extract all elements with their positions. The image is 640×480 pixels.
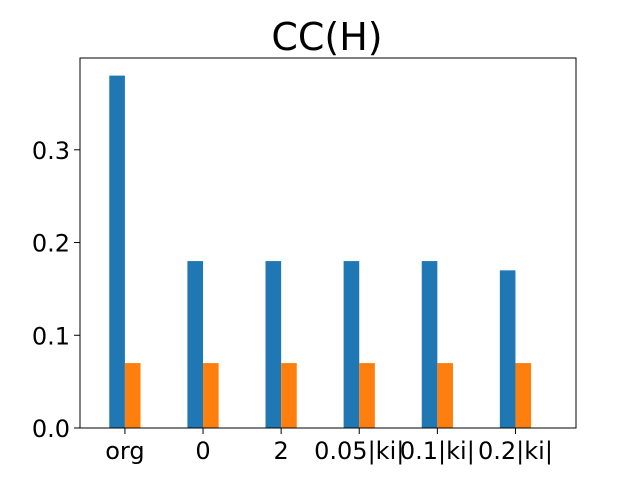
y-tick-label: 0.3 <box>32 137 70 165</box>
bars-layer <box>109 75 532 429</box>
x-tick-label: 0.2|ki| <box>478 437 553 465</box>
x-tick-label: 0 <box>195 437 210 465</box>
bar-series2-5 <box>515 363 532 428</box>
y-tick-label: 0.2 <box>32 230 70 258</box>
bar-series1-0 <box>109 75 125 429</box>
x-tick-label: 0.1|ki| <box>400 437 475 465</box>
bar-series2-2 <box>281 363 297 428</box>
bar-series2-1 <box>203 363 219 428</box>
chart-title: CC(H) <box>271 15 382 59</box>
bar-series1-2 <box>265 261 282 428</box>
bar-series2-4 <box>437 363 453 428</box>
y-tick-label: 0.0 <box>32 415 70 443</box>
bar-series2-3 <box>359 363 375 428</box>
bar-series1-4 <box>421 261 438 428</box>
y-axis: 0.0 0.1 0.2 0.3 <box>32 137 80 443</box>
bar-series1-5 <box>499 270 516 428</box>
x-tick-label: 0.05|ki| <box>314 437 404 465</box>
bar-series1-1 <box>187 261 204 428</box>
x-axis: org 0 2 0.05|ki|0.1|ki| 0.2|ki| <box>105 428 553 465</box>
plot-frame <box>79 57 577 429</box>
x-tick-label: org <box>105 437 144 465</box>
x-tick-label: 2 <box>273 437 288 465</box>
y-tick-label: 0.1 <box>32 322 70 350</box>
bar-series2-0 <box>124 363 141 428</box>
bar-series1-3 <box>343 261 360 428</box>
